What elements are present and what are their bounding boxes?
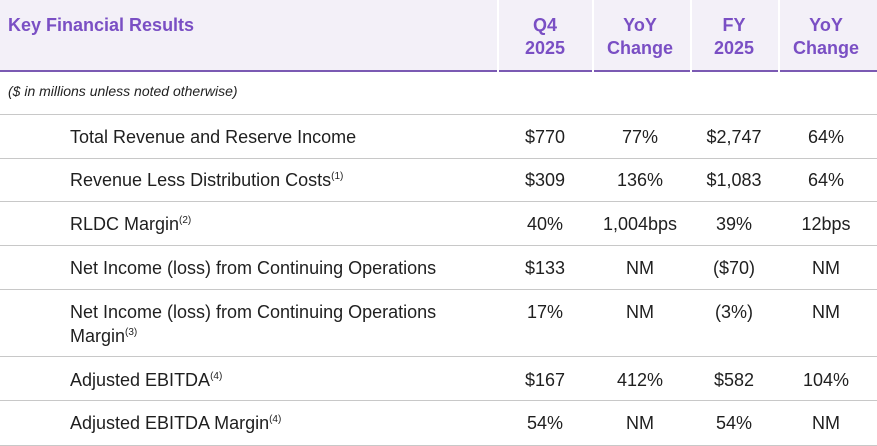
column-separator [690, 0, 692, 72]
table-row: Total Revenue and Reserve Income $770 77… [0, 115, 877, 159]
divider [0, 158, 877, 159]
row-label: Net Income (loss) from Continuing Operat… [70, 256, 490, 280]
table-row: Net Income (loss) from Continuing Operat… [0, 246, 877, 290]
footnote-marker: (4) [269, 414, 282, 425]
value-yoy-fy: 64% [807, 170, 845, 190]
row-label: Total Revenue and Reserve Income [70, 125, 490, 149]
value-fy: ($70) [712, 258, 756, 278]
value-yoy-fy: 12bps [801, 214, 851, 234]
table-row: Adjusted EBITDA(4) $167 412% $582 104% [0, 357, 877, 401]
row-label-text: RLDC Margin [70, 214, 180, 234]
value-fy: $2,747 [706, 127, 762, 147]
value-yoy-q4: 412% [616, 370, 664, 390]
row-label: Adjusted EBITDA Margin(4) [70, 411, 490, 435]
row-label-text: Net Income (loss) from Continuing Operat… [70, 258, 437, 278]
row-label-text: Total Revenue and Reserve Income [70, 127, 357, 147]
value-yoy-fy: 104% [802, 370, 850, 390]
row-label: Adjusted EBITDA(4) [70, 368, 490, 392]
value-yoy-q4: NM [626, 258, 654, 278]
row-label-text: Adjusted EBITDA [70, 370, 211, 390]
table-row: RLDC Margin(2) 40% 1,004bps 39% 12bps [0, 202, 877, 246]
units-note: ($ in millions unless noted otherwise) [8, 83, 238, 99]
value-yoy-fy: NM [812, 302, 840, 322]
value-yoy-q4: 136% [616, 170, 664, 190]
value-yoy-q4: NM [626, 302, 654, 322]
table-title: Key Financial Results [8, 15, 195, 35]
row-label-text-line2: Margin [70, 326, 126, 346]
divider [0, 289, 877, 290]
value-q4: 40% [526, 214, 564, 234]
table-row: Adjusted EBITDA Margin(4) 54% NM 54% NM [0, 401, 877, 446]
value-yoy-q4: 1,004bps [602, 214, 678, 234]
row-label-text: Revenue Less Distribution Costs [70, 170, 332, 190]
value-fy: 39% [715, 214, 753, 234]
value-yoy-q4: NM [626, 413, 654, 433]
column-separator [778, 0, 780, 72]
row-label: Revenue Less Distribution Costs(1) [70, 168, 490, 192]
value-q4: $770 [524, 127, 566, 147]
value-q4: $167 [524, 370, 566, 390]
value-fy: $1,083 [706, 170, 762, 190]
value-q4: $309 [524, 170, 566, 190]
footnote-marker: (1) [331, 171, 344, 182]
table-row: Net Income (loss) from Continuing Operat… [0, 290, 877, 357]
value-yoy-q4: 77% [621, 127, 659, 147]
value-yoy-fy: 64% [807, 127, 845, 147]
value-fy: $582 [713, 370, 755, 390]
row-label-text: Adjusted EBITDA Margin [70, 413, 270, 433]
column-header-yoy-change-q4: YoY Change [606, 15, 673, 58]
value-fy: (3%) [714, 302, 753, 322]
value-fy: 54% [715, 413, 753, 433]
value-q4: $133 [524, 258, 566, 278]
value-q4: 17% [526, 302, 564, 322]
divider [0, 400, 877, 401]
table-row: Revenue Less Distribution Costs(1) $309 … [0, 159, 877, 202]
value-yoy-fy: NM [812, 258, 840, 278]
row-label: RLDC Margin(2) [70, 212, 490, 236]
column-header-fy-2025: FY 2025 [713, 15, 755, 58]
footnote-marker: (3) [125, 327, 138, 338]
column-header-yoy-change-fy: YoY Change [792, 15, 859, 58]
row-label: Net Income (loss) from Continuing Operat… [70, 300, 490, 348]
column-separator [592, 0, 594, 72]
divider [0, 201, 877, 202]
footnote-marker: (4) [210, 371, 223, 382]
value-yoy-fy: NM [812, 413, 840, 433]
column-header-q4-2025: Q4 2025 [524, 15, 566, 58]
divider [0, 356, 877, 357]
column-separator [497, 0, 499, 72]
divider [0, 245, 877, 246]
divider [0, 114, 877, 115]
row-label-continuation: Margin(3) [70, 324, 490, 348]
footnote-marker: (2) [179, 215, 192, 226]
table-header: Key Financial Results Q4 2025 YoY Change… [0, 0, 877, 72]
value-q4: 54% [526, 413, 564, 433]
row-label-text: Net Income (loss) from Continuing Operat… [70, 302, 437, 322]
